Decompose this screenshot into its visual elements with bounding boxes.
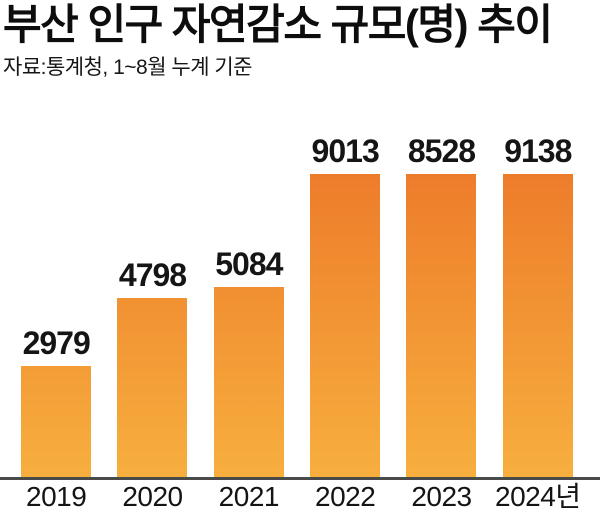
x-axis-label-2019: 2019 <box>26 481 87 512</box>
x-axis-labels: 2019 2020 2021 2022 2023 2024년 <box>0 481 600 513</box>
value-label: 9013 <box>311 133 380 169</box>
chart-title: 부산 인구 자연감소 규모(명) 추이 <box>3 1 553 48</box>
x-axis-label-2020: 2020 <box>122 481 183 512</box>
bar-column-2019: 2979 <box>8 136 104 477</box>
x-axis-label-2021: 2021 <box>218 481 280 512</box>
bar-column-2024: 9138 <box>490 133 586 477</box>
x-axis-label-2024: 2024년 <box>495 481 581 512</box>
bar-2019 <box>21 366 92 477</box>
bar-2024 <box>502 174 573 477</box>
bar-2020 <box>117 298 188 477</box>
value-label: 5084 <box>215 246 283 282</box>
bar-2021 <box>213 287 284 477</box>
value-label: 8528 <box>407 133 476 169</box>
bar-column-2023: 8528 <box>393 133 489 477</box>
bar-column-2022: 9013 <box>297 133 393 477</box>
x-axis-label-2022: 2022 <box>315 481 376 512</box>
x-axis-line <box>0 477 600 480</box>
value-label: 9138 <box>504 133 572 169</box>
bar-chart-plot-area: 2979 4798 5084 9013 8528 9138 <box>0 133 600 477</box>
value-label: 2979 <box>22 325 91 361</box>
bar-column-2020: 4798 <box>104 136 200 477</box>
bar-2023 <box>406 174 477 477</box>
bar-2022 <box>310 174 381 477</box>
chart-source-note: 자료:통계청, 1~8월 누계 기준 <box>3 56 253 79</box>
bar-column-2021: 5084 <box>201 136 297 477</box>
chart-header: 부산 인구 자연감소 규모(명) 추이 자료:통계청, 1~8월 누계 기준 <box>0 0 600 80</box>
x-axis-label-2023: 2023 <box>411 481 472 512</box>
value-label: 4798 <box>118 257 187 293</box>
